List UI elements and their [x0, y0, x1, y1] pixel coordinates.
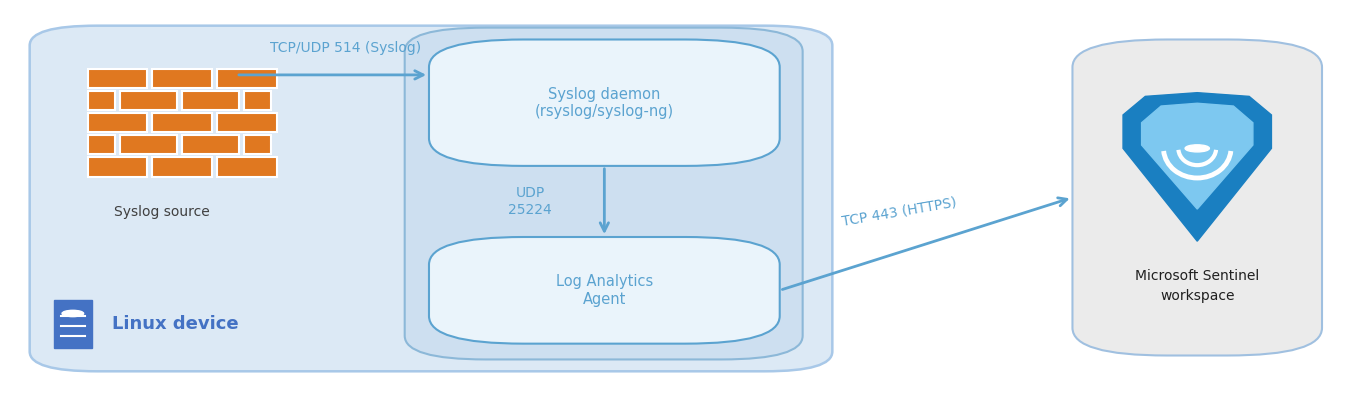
Bar	[88, 135, 115, 154]
Bar	[152, 69, 212, 88]
Text: TCP 443 (HTTPS): TCP 443 (HTTPS)	[840, 196, 958, 229]
FancyBboxPatch shape	[1072, 40, 1322, 356]
Bar	[120, 91, 177, 110]
Polygon shape	[1141, 103, 1253, 209]
Text: Linux device: Linux device	[112, 315, 239, 333]
FancyBboxPatch shape	[429, 237, 780, 344]
FancyBboxPatch shape	[30, 26, 832, 371]
Circle shape	[1186, 145, 1210, 152]
Bar	[244, 135, 271, 154]
Text: Log Analytics
Agent: Log Analytics Agent	[556, 274, 653, 307]
Bar	[152, 157, 212, 177]
Bar	[120, 135, 177, 154]
Bar	[244, 91, 271, 110]
Bar	[182, 91, 239, 110]
Text: TCP/UDP 514 (Syslog): TCP/UDP 514 (Syslog)	[270, 41, 422, 55]
Polygon shape	[1122, 93, 1271, 241]
Text: Syslog source: Syslog source	[115, 205, 209, 219]
Bar	[88, 91, 115, 110]
Text: Microsoft Sentinel
workspace: Microsoft Sentinel workspace	[1135, 269, 1260, 303]
Text: Syslog daemon
(rsyslog/syslog-ng): Syslog daemon (rsyslog/syslog-ng)	[534, 87, 674, 119]
FancyBboxPatch shape	[405, 28, 803, 359]
FancyBboxPatch shape	[429, 40, 780, 166]
Bar	[182, 135, 239, 154]
Text: UDP
25224: UDP 25224	[509, 186, 552, 217]
Bar	[217, 69, 277, 88]
Bar	[88, 113, 147, 132]
FancyBboxPatch shape	[54, 300, 92, 348]
Circle shape	[62, 310, 84, 317]
Bar	[88, 69, 147, 88]
Bar	[217, 113, 277, 132]
Bar	[217, 157, 277, 177]
Bar	[152, 113, 212, 132]
Bar	[88, 157, 147, 177]
